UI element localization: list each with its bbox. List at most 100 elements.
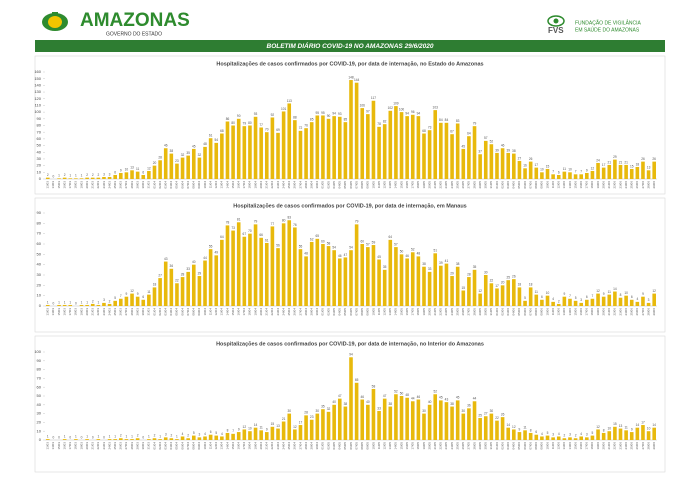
data-label: 95 xyxy=(321,111,325,115)
bar xyxy=(119,298,123,306)
data-label: 0 xyxy=(58,435,60,439)
bar xyxy=(113,300,117,306)
bar xyxy=(169,268,174,306)
x-tick-label: 24/06 xyxy=(624,442,628,450)
bar xyxy=(607,294,612,306)
bar xyxy=(613,291,617,306)
data-label: 58 xyxy=(327,241,331,245)
bar xyxy=(652,161,656,179)
data-label: 2 xyxy=(86,173,88,177)
x-tick-label: 13/06 xyxy=(562,308,566,316)
bar xyxy=(225,432,230,440)
bar xyxy=(242,126,247,179)
data-label: 6 xyxy=(541,295,543,299)
x-tick-label: 28/05 xyxy=(472,442,476,450)
y-tick-label: 140 xyxy=(34,82,41,87)
x-tick-label: 17/04 xyxy=(242,308,246,316)
data-label: 1 xyxy=(86,434,88,438)
x-tick-label: 19/04 xyxy=(253,442,257,450)
x-tick-label: 21/06 xyxy=(607,181,611,189)
data-label: 92 xyxy=(271,113,275,117)
x-tick-label: 16/03 xyxy=(62,442,66,450)
x-tick-label: 29/06 xyxy=(652,442,656,450)
bar xyxy=(147,170,151,179)
data-label: 12 xyxy=(130,289,134,293)
x-tick-label: 18/03 xyxy=(74,308,78,316)
x-tick-label: 27/04 xyxy=(298,181,302,189)
x-tick-label: 10/04 xyxy=(203,442,207,450)
bar xyxy=(141,174,146,179)
bar xyxy=(410,114,415,179)
bar xyxy=(366,247,370,306)
data-label: 51 xyxy=(433,249,437,253)
bar xyxy=(107,303,112,306)
bar xyxy=(169,438,174,440)
data-label: 76 xyxy=(304,124,308,128)
data-label: 77 xyxy=(271,222,275,226)
x-tick-label: 18/05 xyxy=(416,308,420,316)
bar xyxy=(618,428,623,440)
bar xyxy=(495,152,499,179)
y-tick-label: 20 xyxy=(37,282,42,287)
data-label: 7 xyxy=(569,294,571,298)
x-tick-label: 30/05 xyxy=(484,181,488,189)
data-label: 80 xyxy=(231,121,235,125)
data-label: 70 xyxy=(248,229,252,233)
data-label: 44 xyxy=(411,397,415,401)
bar xyxy=(315,115,320,179)
bar xyxy=(641,296,645,306)
x-tick-label: 19/05 xyxy=(422,442,426,450)
y-tick-label: 80 xyxy=(37,367,42,372)
bar xyxy=(590,298,595,306)
x-tick-label: 20/05 xyxy=(427,308,431,316)
y-tick-label: 70 xyxy=(37,129,42,134)
data-label: 94 xyxy=(332,111,336,115)
data-label: 48 xyxy=(203,142,207,146)
x-tick-label: 21/05 xyxy=(433,181,437,189)
bar xyxy=(253,116,258,179)
x-tick-label: 07/04 xyxy=(186,308,190,316)
data-label: 15 xyxy=(613,422,617,426)
bar xyxy=(298,130,303,179)
data-label: 12 xyxy=(293,425,297,429)
data-label: 10 xyxy=(125,168,129,172)
bar xyxy=(607,431,612,440)
x-tick-label: 12/05 xyxy=(382,308,386,316)
x-tick-label: 11/04 xyxy=(208,442,212,450)
data-label: 8 xyxy=(603,428,605,432)
data-label: 80 xyxy=(282,219,286,223)
x-tick-label: 18/03 xyxy=(74,181,78,189)
y-tick-label: 0 xyxy=(39,303,42,308)
x-tick-label: 03/06 xyxy=(506,308,510,316)
bar xyxy=(427,130,432,179)
x-tick-label: 05/05 xyxy=(343,442,347,450)
x-tick-label: 18/05 xyxy=(416,442,420,450)
x-tick-label: 10/04 xyxy=(203,181,207,189)
bar xyxy=(607,164,612,179)
x-tick-label: 06/06 xyxy=(523,442,527,450)
x-tick-label: 26/03 xyxy=(119,442,123,450)
bar xyxy=(472,401,477,440)
x-tick-label: 30/03 xyxy=(141,181,145,189)
data-label: 101 xyxy=(281,107,287,111)
data-label: 79 xyxy=(473,122,477,126)
y-tick-label: 30 xyxy=(37,411,42,416)
data-label: 46 xyxy=(338,254,342,258)
x-tick-label: 14/06 xyxy=(568,181,572,189)
data-label: 46 xyxy=(417,395,421,399)
y-tick-label: 30 xyxy=(37,156,42,161)
bar xyxy=(506,280,511,306)
x-tick-label: 17/04 xyxy=(242,442,246,450)
data-label: 38 xyxy=(389,402,393,406)
data-label: 9 xyxy=(120,168,122,172)
x-tick-label: 18/04 xyxy=(248,308,252,316)
bar xyxy=(191,264,196,306)
bar xyxy=(96,439,101,440)
bar xyxy=(439,400,443,440)
data-label: 54 xyxy=(349,246,353,250)
x-tick-label: 13/06 xyxy=(562,181,566,189)
data-label: 3 xyxy=(552,433,554,437)
data-label: 11 xyxy=(563,167,567,171)
data-label: 39 xyxy=(495,148,499,152)
x-tick-label: 07/04 xyxy=(186,181,190,189)
